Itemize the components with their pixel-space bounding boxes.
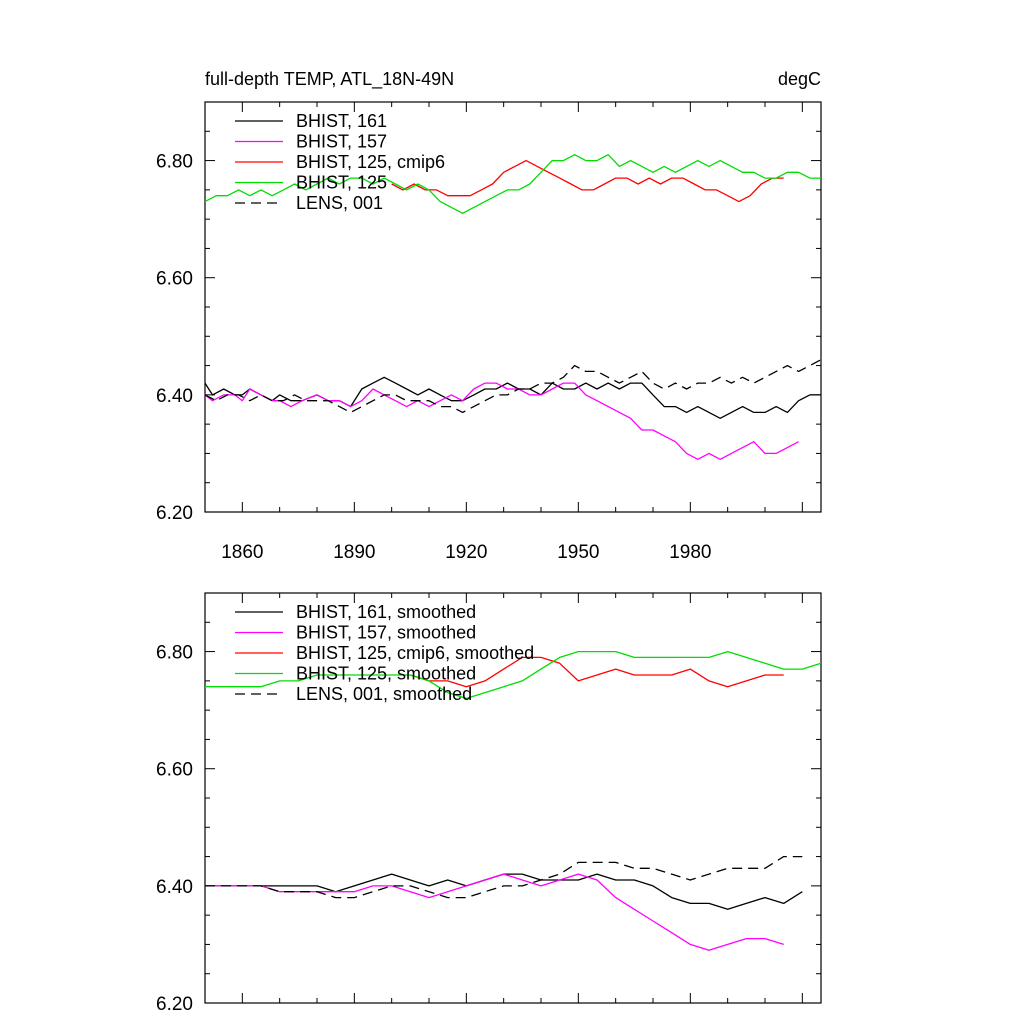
y-tick-label: 6.80 [156, 152, 193, 173]
x-tick-label: 1890 [333, 542, 375, 563]
legend-label: BHIST, 157 [296, 132, 387, 152]
y-tick-label: 6.40 [156, 386, 193, 407]
series-line [204, 376, 821, 419]
legend-label: LENS, 001 [296, 193, 383, 213]
y-tick-label: 6.20 [156, 994, 193, 1015]
x-tick-label: 1980 [669, 542, 711, 563]
units-label: degC [778, 69, 821, 89]
series-line [205, 650, 822, 700]
series-line [410, 656, 784, 688]
legend-label: BHIST, 125, smoothed [296, 664, 476, 684]
y-tick-label: 6.60 [156, 269, 193, 290]
y-tick-label: 6.20 [156, 503, 193, 524]
legend-label: BHIST, 161, smoothed [296, 602, 476, 622]
legend-label: BHIST, 157, smoothed [296, 623, 476, 643]
chart-title: full-depth TEMP, ATL_18N-49N [205, 69, 454, 90]
series-line [204, 359, 822, 414]
legend-label: BHIST, 125, cmip6 [296, 152, 445, 172]
x-tick-label: 1920 [445, 542, 487, 563]
series-line [205, 855, 803, 899]
y-tick-label: 6.80 [156, 643, 193, 664]
series-line [204, 382, 799, 460]
series-line [391, 159, 784, 203]
x-tick-label: 1950 [557, 542, 599, 563]
legend-label: BHIST, 161 [296, 111, 387, 131]
y-tick-label: 6.40 [156, 877, 193, 898]
series-line [204, 154, 821, 214]
legend-label: BHIST, 125 [296, 173, 387, 193]
panel-top: 6.20 6.40 6.60 6.80 1860 1890 1920 1950 1980 full… [156, 69, 822, 563]
y-tick-label: 6.60 [156, 760, 193, 781]
x-tick-label: 1860 [221, 542, 263, 563]
legend-label: BHIST, 125, cmip6, smoothed [296, 643, 534, 663]
legend-label: LENS, 001, smoothed [296, 684, 472, 704]
